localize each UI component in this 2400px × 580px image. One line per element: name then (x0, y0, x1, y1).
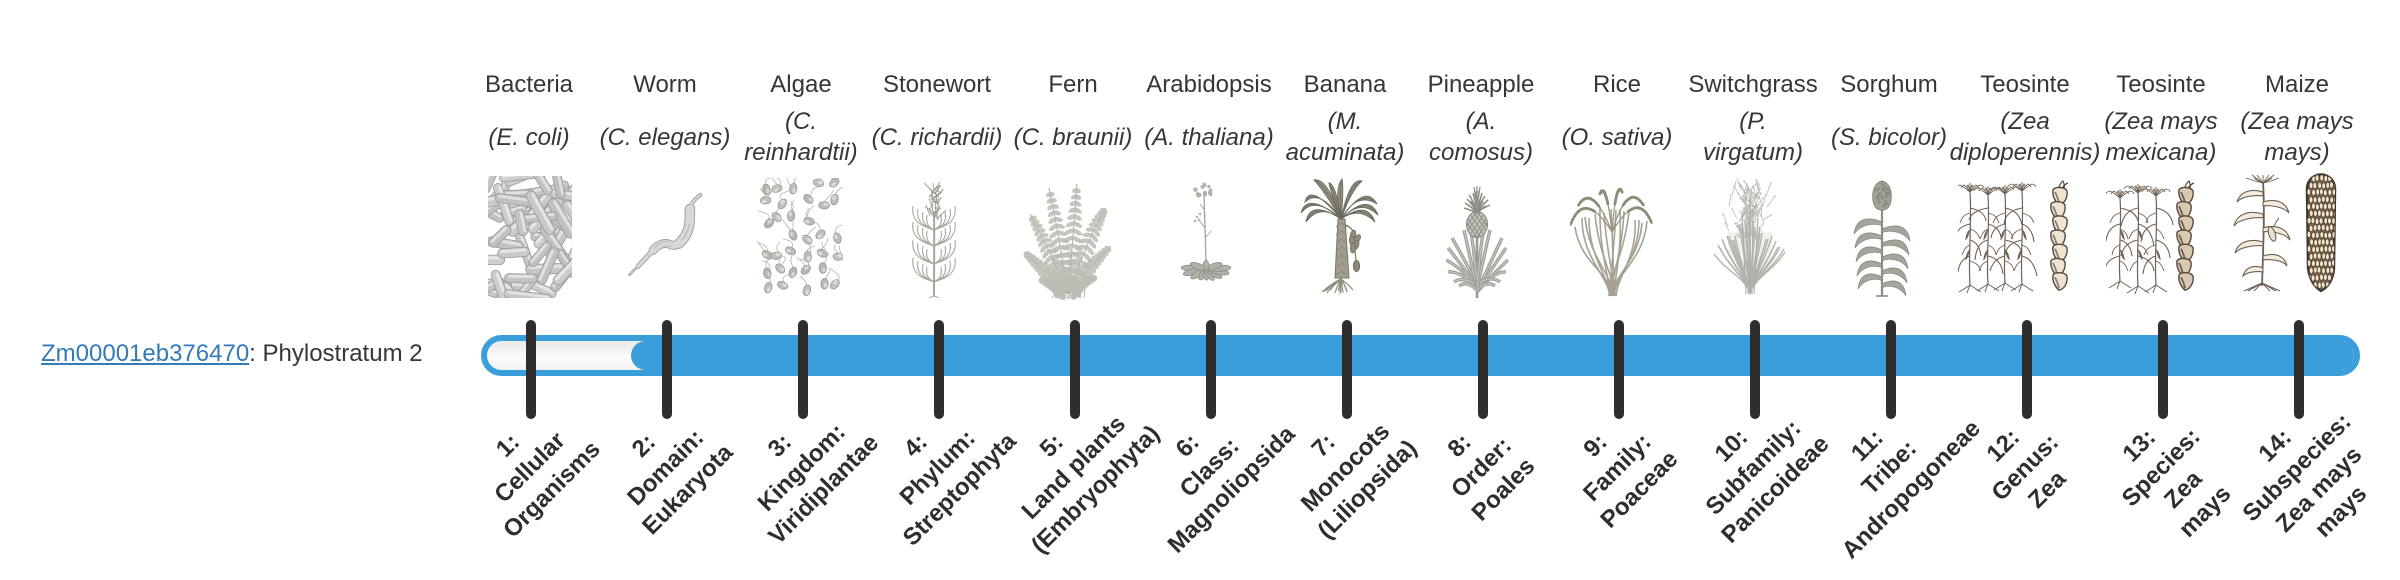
svg-text:8:Order:Poales: 8:Order:Poales (1423, 409, 1541, 527)
svg-text:11:Tribe:Andropogoneae: 11:Tribe:Andropogoneae (1793, 371, 1986, 564)
svg-text:10:Subfamily:Panicoideae: 10:Subfamily:Panicoideae (1672, 387, 1834, 549)
svg-text:6:Class:Magnoliopsida: 6:Class:Magnoliopsida (1119, 376, 1301, 558)
svg-text:9:Family:Poaceae: 9:Family:Poaceae (1552, 402, 1684, 534)
svg-text:12:Genus:Zea: 12:Genus:Zea (1965, 407, 2086, 528)
svg-text:4:Phylum:Streptophyta: 4:Phylum:Streptophyta (854, 383, 1022, 551)
svg-text:7:Monocots(Liliopsida): 7:Monocots(Liliopsida) (1269, 391, 1422, 544)
svg-text:2:Domain:Eukaryota: 2:Domain:Eukaryota (593, 395, 738, 540)
svg-text:3:Kingdom:Viridiplantae: 3:Kingdom:Viridiplantae (720, 385, 884, 549)
svg-text:5:Land plants(Embryophyta): 5:Land plants(Embryophyta) (982, 376, 1165, 559)
svg-text:1:CellularOrganisms: 1:CellularOrganisms (454, 392, 606, 544)
svg-text:13:Species:Zeamays: 13:Species:Zeamays (2095, 401, 2250, 556)
svg-text:14:Subspecies:Zea maysmays: 14:Subspecies:Zea maysmays (2216, 386, 2400, 571)
